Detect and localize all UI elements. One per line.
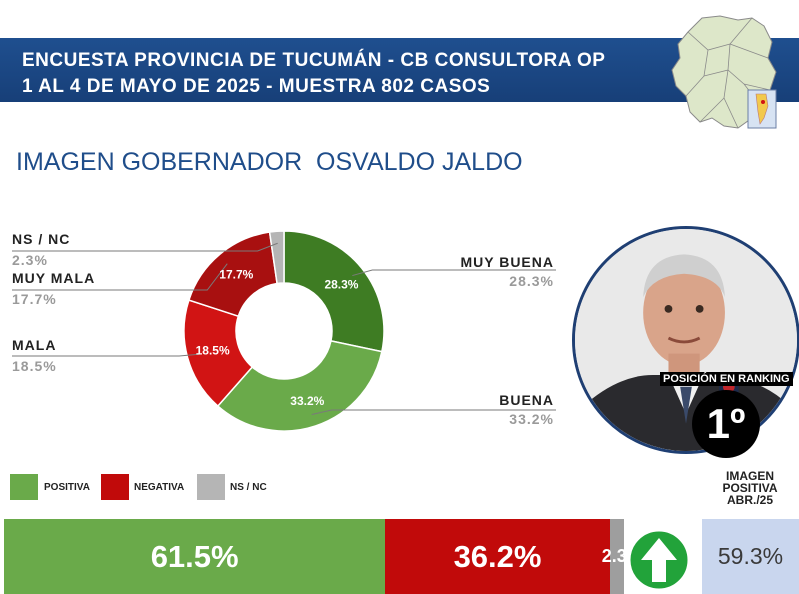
previous-image-title: IMAGEN POSITIVA ABR./25 bbox=[702, 470, 798, 506]
ranking-badge: 1º bbox=[692, 390, 760, 458]
leader-line bbox=[311, 409, 556, 416]
portrait-icon bbox=[575, 229, 797, 451]
leader-line bbox=[12, 263, 228, 291]
donut-chart: 28.3% 33.2% 18.5% 17.7% bbox=[12, 230, 556, 432]
previous-title-line2: POSITIVA bbox=[722, 481, 778, 495]
value-muy-mala: 17.7% bbox=[12, 291, 57, 307]
value-ns-nc: 2.3% bbox=[12, 252, 48, 268]
label-buena: BUENA bbox=[499, 392, 554, 408]
leader-line bbox=[12, 242, 278, 252]
chart-title: IMAGEN GOBERNADOR OSVALDO JALDO bbox=[16, 148, 523, 176]
value-buena: 33.2% bbox=[509, 411, 554, 427]
label-muy-mala: MUY MALA bbox=[12, 270, 96, 286]
bar-value-negativa: 36.2% bbox=[453, 538, 542, 574]
previous-value-box: 59.3% bbox=[702, 519, 799, 594]
donut-slice-muy-buena bbox=[283, 230, 385, 353]
label-mala: MALA bbox=[12, 337, 57, 353]
header-band: ENCUESTA PROVINCIA DE TUCUMÁN - CB CONSU… bbox=[0, 38, 799, 102]
label-ns-nc: NS / NC bbox=[12, 231, 71, 247]
label-muy-buena: MUY BUENA bbox=[460, 254, 554, 270]
legend-swatch-ns-nc bbox=[197, 474, 225, 500]
donut-slice-label: 28.3% bbox=[324, 277, 358, 291]
bar-value-positiva: 61.5% bbox=[150, 538, 239, 574]
legend-swatch-negativa bbox=[101, 474, 129, 500]
donut-slice-label: 33.2% bbox=[290, 394, 324, 408]
value-mala: 18.5% bbox=[12, 358, 57, 374]
donut-slice-buena bbox=[216, 339, 383, 432]
leader-line bbox=[352, 269, 556, 277]
donut-slice-ns-nc bbox=[268, 230, 285, 285]
header-title-line2: 1 AL 4 DE MAYO DE 2025 - MUESTRA 802 CAS… bbox=[22, 76, 491, 97]
legend-swatch-positiva bbox=[10, 474, 38, 500]
tucuman-map-icon bbox=[671, 15, 777, 129]
governor-photo bbox=[572, 226, 799, 454]
leader-line bbox=[12, 353, 200, 357]
legend-label-negativa: NEGATIVA bbox=[134, 482, 185, 493]
previous-value: 59.3% bbox=[717, 543, 784, 569]
legend-label-ns-nc: NS / NC bbox=[230, 482, 267, 493]
previous-title-line3: ABR./25 bbox=[726, 493, 773, 507]
legend-label-positiva: POSITIVA bbox=[44, 482, 90, 493]
ranking-label: POSICIÓN EN RANKING bbox=[660, 372, 793, 386]
donut-slice-label: 18.5% bbox=[196, 344, 230, 358]
header-title-line1: ENCUESTA PROVINCIA DE TUCUMÁN - CB CONSU… bbox=[22, 50, 606, 71]
donut-slice-label: 17.7% bbox=[219, 267, 253, 281]
value-muy-buena: 28.3% bbox=[509, 273, 554, 289]
bar-segment-ns-nc: 2.3% bbox=[602, 519, 643, 594]
bar-segment-negativa: 36.2% bbox=[385, 519, 610, 594]
bar-segment-positiva: 61.5% bbox=[4, 519, 386, 594]
stacked-bar: 61.5% 36.2% 2.3% bbox=[4, 519, 643, 594]
previous-title-line1: IMAGEN bbox=[726, 469, 774, 483]
up-arrow-icon bbox=[627, 528, 691, 592]
